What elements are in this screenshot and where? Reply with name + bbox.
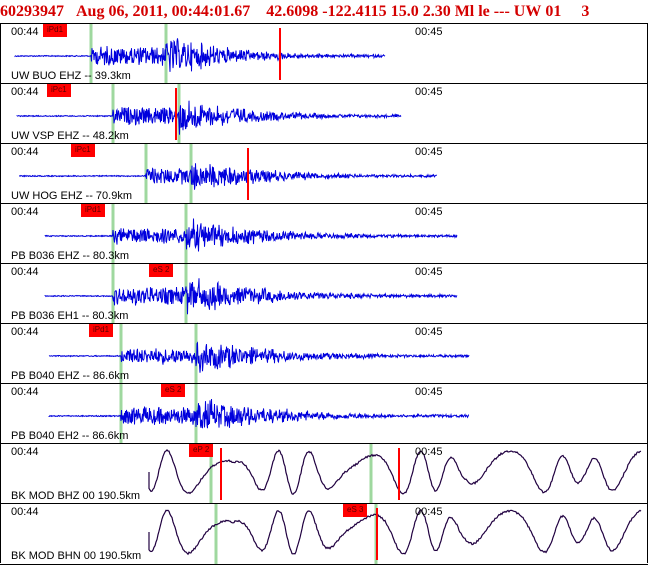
event-magnitude: 2.30	[422, 3, 451, 20]
seismogram-panel[interactable]: 00:44 00:45 iPd1 UW BUO EHZ -- 39.3km	[0, 23, 648, 84]
panel-bottom-border	[0, 564, 648, 565]
time-label-left: 00:44	[11, 26, 39, 38]
waveform-trace	[14, 24, 386, 84]
seismogram-panel[interactable]: 00:44 00:45 iPc1 UW HOG EHZ -- 70.9km	[0, 143, 648, 204]
time-label-right: 00:45	[415, 266, 443, 278]
event-mag-type: Ml	[454, 3, 475, 20]
event-trailing: 3	[581, 3, 590, 20]
station-label: PB B040 EH2 -- 86.6km	[11, 430, 129, 442]
seismogram-panels: 00:44 00:45 iPd1 UW BUO EHZ -- 39.3km 00…	[0, 23, 651, 566]
time-label-left: 00:44	[11, 206, 39, 218]
phase-pick-flag[interactable]: eS 2	[161, 384, 186, 397]
seismogram-panel[interactable]: 00:44 00:45 eS 3 BK MOD BHN 00 190.5km	[0, 503, 648, 564]
seismic-trace-line	[148, 509, 642, 556]
time-label-right: 00:45	[415, 446, 443, 458]
seismic-trace-line	[44, 278, 458, 315]
event-longitude: -122.4115	[322, 3, 387, 20]
waveform-trace	[48, 324, 470, 384]
phase-pick-flag[interactable]: iPd1	[43, 24, 68, 37]
station-label: PB B036 EH1 -- 80.3km	[11, 310, 129, 322]
phase-pick-flag[interactable]: iPd1	[89, 324, 114, 337]
waveform-trace	[148, 504, 642, 564]
event-depth: 15.0	[390, 3, 419, 20]
event-header: 60293947 Aug 06, 2011, 00:44:01.67 42.60…	[0, 3, 590, 20]
seismic-trace-line	[16, 100, 402, 135]
phase-pick-flag[interactable]: eP 2	[189, 444, 214, 457]
time-label-right: 00:45	[415, 386, 443, 398]
event-network: UW	[513, 3, 542, 20]
time-label-left: 00:44	[11, 446, 39, 458]
time-label-right: 00:45	[415, 506, 443, 518]
event-time: 00:44:01.67	[171, 3, 251, 20]
seismogram-panel[interactable]: 00:44 00:45 iPd1 PB B040 EHZ -- 86.6km	[0, 323, 648, 384]
time-label-right: 00:45	[415, 26, 443, 38]
station-label: BK MOD BHN 00 190.5km	[11, 550, 142, 562]
seismic-trace-line	[19, 163, 438, 190]
seismic-trace-line	[14, 38, 386, 72]
waveform-trace	[19, 144, 438, 204]
station-label: UW VSP EHZ -- 48.2km	[11, 130, 129, 142]
waveform-trace	[44, 264, 458, 324]
phase-pick-flag[interactable]: iPc1	[47, 84, 71, 97]
time-label-left: 00:44	[11, 146, 39, 158]
station-label: UW BUO EHZ -- 39.3km	[11, 70, 131, 82]
event-id: 60293947	[0, 3, 64, 20]
time-label-right: 00:45	[415, 326, 443, 338]
station-label: UW HOG EHZ -- 70.9km	[11, 190, 133, 202]
seismogram-panel[interactable]: 00:44 00:45 eP 2 BK MOD BHZ 00 190.5km	[0, 443, 648, 504]
event-version: 01	[545, 3, 562, 20]
station-label: PB B040 EHZ -- 86.6km	[11, 370, 129, 382]
seismogram-panel[interactable]: 00:44 00:45 iPd1 PB B036 EHZ -- 80.3km	[0, 203, 648, 264]
phase-pick-flag[interactable]: iPc1	[71, 144, 95, 157]
waveform-trace	[16, 84, 402, 144]
phase-pick-flag[interactable]: eS 2	[149, 264, 174, 277]
time-label-right: 00:45	[415, 86, 443, 98]
seismogram-panel[interactable]: 00:44 00:45 eS 2 PB B036 EH1 -- 80.3km	[0, 263, 648, 324]
event-type: le	[478, 3, 490, 20]
time-label-left: 00:44	[11, 326, 39, 338]
seismic-trace-line	[148, 449, 642, 496]
time-label-left: 00:44	[11, 266, 39, 278]
time-label-left: 00:44	[11, 506, 39, 518]
station-label: PB B036 EHZ -- 80.3km	[11, 250, 129, 262]
phase-pick-flag[interactable]: eS 3	[343, 504, 368, 517]
waveform-trace	[44, 204, 458, 264]
seismic-trace-line	[48, 398, 470, 429]
time-label-right: 00:45	[415, 146, 443, 158]
seismogram-panel[interactable]: 00:44 00:45 eS 2 PB B040 EH2 -- 86.6km	[0, 383, 648, 444]
seismogram-panel[interactable]: 00:44 00:45 iPc1 UW VSP EHZ -- 48.2km	[0, 83, 648, 144]
event-date: Aug 06, 2011	[76, 3, 164, 20]
station-label: BK MOD BHZ 00 190.5km	[11, 490, 140, 502]
event-latitude: 42.6098	[266, 3, 319, 20]
seismic-trace-line	[44, 218, 458, 252]
time-label-right: 00:45	[415, 206, 443, 218]
time-label-left: 00:44	[11, 386, 39, 398]
seismic-trace-line	[48, 341, 470, 373]
phase-pick-flag[interactable]: iPd1	[81, 204, 106, 217]
event-flags: ---	[493, 3, 510, 20]
waveform-trace	[48, 384, 470, 444]
time-label-left: 00:44	[11, 86, 39, 98]
